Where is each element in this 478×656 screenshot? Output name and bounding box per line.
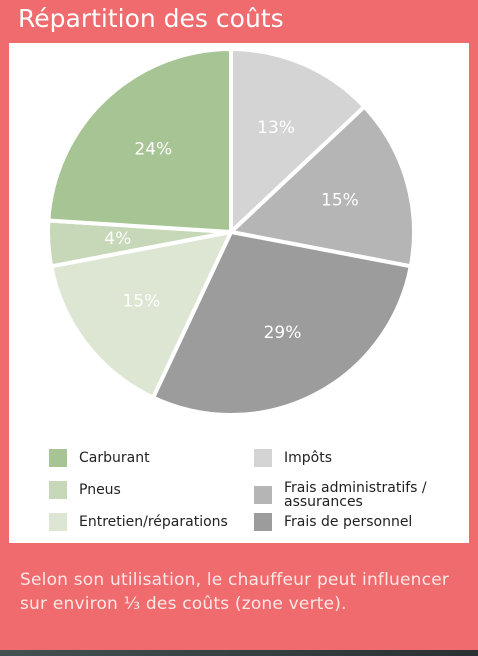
- legend-swatch: [49, 513, 67, 531]
- legend-item: Frais de personnel: [254, 513, 454, 531]
- legend-label: Entretien/réparations: [79, 514, 228, 530]
- legend-label: Frais administratifs / assurances: [284, 480, 427, 510]
- chart-panel: 13% 15% 29% 15% 4% 24% Impôts Frais administra…: [9, 43, 469, 543]
- footnote: Selon son utilisation, le chauffeur peut…: [20, 570, 450, 614]
- legend-swatch: [254, 486, 272, 504]
- legend-item: Pneus: [49, 481, 249, 499]
- pie-slice: [151, 230, 413, 417]
- legend-label: Frais de personnel: [284, 514, 413, 530]
- slice-label: 15%: [122, 292, 160, 312]
- pie-chart: 13% 15% 29% 15% 4% 24%: [46, 47, 416, 417]
- legend-item: Impôts: [254, 449, 454, 467]
- chart-title: Répartition des coûts: [18, 4, 284, 33]
- legend-label: Carburant: [79, 450, 150, 466]
- legend-swatch: [254, 449, 272, 467]
- slice-label: 15%: [321, 190, 359, 210]
- pie-slice: [229, 104, 416, 269]
- legend-swatch: [49, 449, 67, 467]
- legend-swatch: [49, 481, 67, 499]
- legend-swatch: [254, 513, 272, 531]
- legend-label: Pneus: [79, 482, 121, 498]
- legend-item: Carburant: [49, 449, 249, 467]
- pie-slice: [46, 47, 233, 234]
- legend-item: Entretien/réparations: [49, 513, 249, 531]
- slice-label: 13%: [257, 118, 295, 138]
- slice-label: 4%: [104, 229, 131, 249]
- legend-label: Impôts: [284, 450, 333, 466]
- slice-label: 24%: [134, 139, 172, 159]
- pie-slice: [49, 230, 233, 400]
- legend-item: Frais administratifs / assurances: [254, 481, 454, 509]
- slice-label: 29%: [264, 323, 302, 343]
- pie-slice: [229, 47, 367, 234]
